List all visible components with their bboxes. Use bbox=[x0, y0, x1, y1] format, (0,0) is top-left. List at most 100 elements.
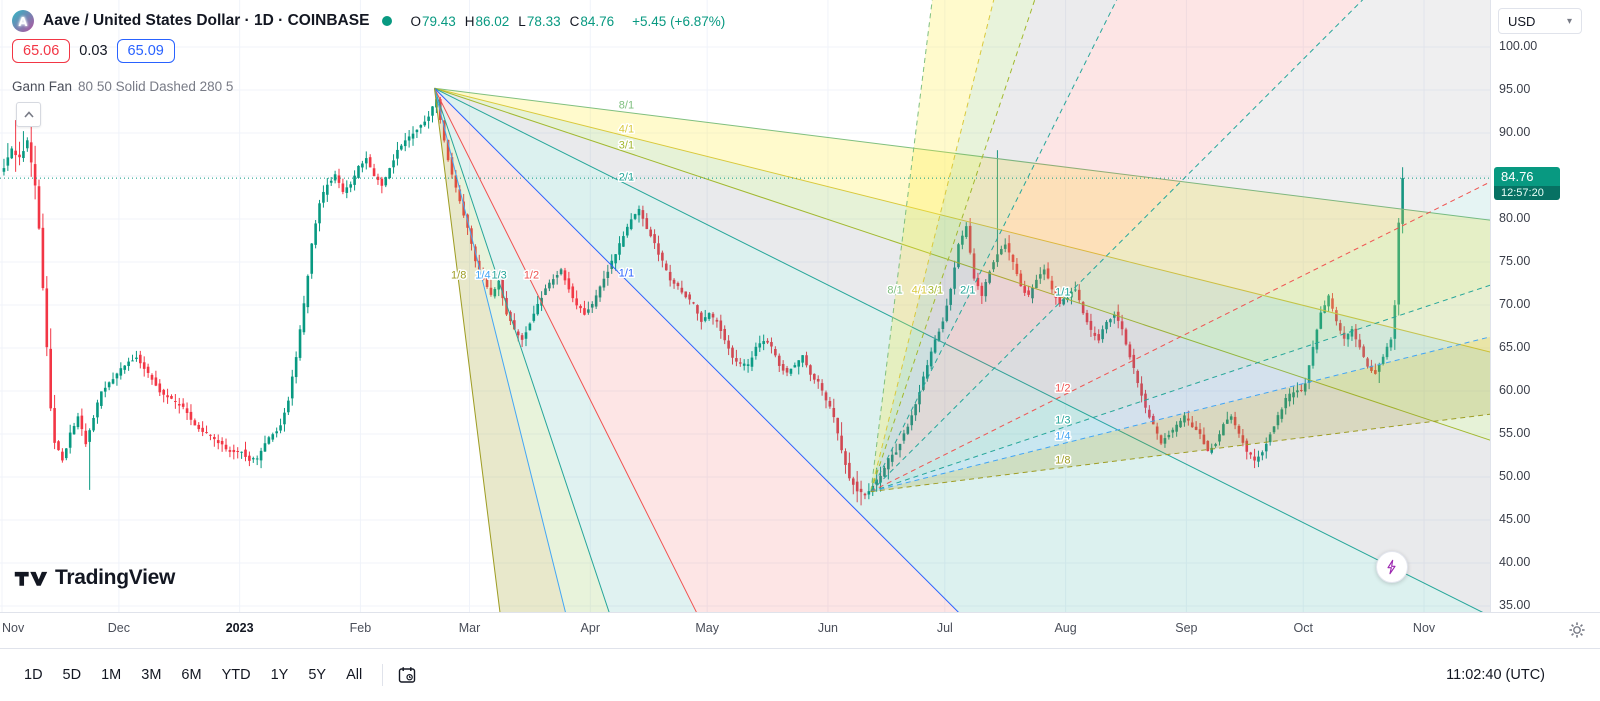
gann-label-1-2: 1/2 bbox=[1055, 383, 1070, 395]
grid-layer bbox=[0, 0, 1490, 612]
gann-line-1-2[interactable] bbox=[870, 0, 1490, 493]
gann-label-4-1: 4/1 bbox=[912, 285, 927, 297]
range-button-1y[interactable]: 1Y bbox=[261, 661, 299, 689]
gann-line-1-1[interactable] bbox=[434, 87, 1490, 612]
last-price-badge: 84.76 12:57:20 bbox=[1494, 167, 1560, 201]
toolbar-divider bbox=[382, 664, 384, 686]
range-button-all[interactable]: All bbox=[336, 661, 372, 689]
collapse-panel-button[interactable] bbox=[16, 102, 41, 127]
time-tick-label: Mar bbox=[458, 621, 481, 635]
gann-label-8-1: 8/1 bbox=[619, 99, 634, 111]
symbol-header: A Aave / United States Dollar · 1D · COI… bbox=[12, 10, 725, 32]
last-price-value: 84.76 bbox=[1494, 167, 1560, 187]
range-button-1m[interactable]: 1M bbox=[91, 661, 131, 689]
gann-label-4-1: 4/1 bbox=[619, 123, 634, 135]
tradingview-logo[interactable]: TradingView bbox=[14, 566, 175, 590]
ohlc-key: C bbox=[569, 13, 580, 29]
change-value: +5.45 (+6.87%) bbox=[632, 13, 726, 29]
range-button-6m[interactable]: 6M bbox=[171, 661, 211, 689]
time-tick-label: May bbox=[695, 621, 719, 635]
gann-band bbox=[434, 88, 1490, 612]
price-tick-label: 65.00 bbox=[1499, 340, 1531, 354]
range-button-5y[interactable]: 5Y bbox=[298, 661, 336, 689]
chart-pane[interactable]: 8/1 4/1 3/1 2/1 1/1 1/2 1/3 1/4 1/8 8/1 4/1 3/1 2/1 1… bbox=[0, 0, 1490, 612]
range-buttons: 1D 5D 1M 3M 6M YTD 1Y 5Y All bbox=[14, 661, 372, 689]
price-tick-label: 60.00 bbox=[1499, 383, 1531, 397]
gann-label-1-1: 1/1 bbox=[1055, 287, 1070, 299]
gann-label-1-8: 1/8 bbox=[451, 269, 466, 281]
range-button-ytd[interactable]: YTD bbox=[212, 661, 261, 689]
time-tick-label: Apr bbox=[580, 621, 601, 635]
time-tick-label: Sep bbox=[1175, 621, 1198, 635]
ohlc-values: O 79.43 H 86.02 L 78.33 C 84.76 bbox=[401, 14, 614, 29]
price-tick-label: 45.00 bbox=[1499, 512, 1531, 526]
range-button-3m[interactable]: 3M bbox=[131, 661, 171, 689]
market-status-icon bbox=[382, 16, 393, 26]
gear-icon bbox=[1569, 622, 1585, 638]
price-tick-label: 95.00 bbox=[1499, 82, 1531, 96]
quick-trade-button[interactable] bbox=[1376, 551, 1408, 583]
gann-fan-feb[interactable]: 8/14/13/12/11/11/21/31/41/8 bbox=[433, 87, 1490, 612]
ohlc-key: H bbox=[464, 13, 475, 29]
drawing-legend-params: 80 50 Solid Dashed 280 5 bbox=[78, 79, 234, 94]
time-tick-label: Feb bbox=[349, 621, 372, 635]
time-tick-label: Aug bbox=[1054, 621, 1077, 635]
tool-price-low: 65.06 bbox=[12, 39, 71, 63]
gann-line-2-1[interactable] bbox=[434, 87, 1490, 612]
calendar-icon bbox=[398, 667, 416, 683]
tool-price-diff: 0.03 bbox=[79, 43, 108, 59]
axis-settings-button[interactable] bbox=[1568, 621, 1586, 644]
gann-label-1-4: 1/4 bbox=[1055, 431, 1070, 443]
ohlc-key: L bbox=[518, 13, 526, 29]
bar-countdown: 12:57:20 bbox=[1494, 186, 1560, 201]
gann-label-1-1: 1/1 bbox=[619, 267, 634, 279]
price-tick-label: 75.00 bbox=[1499, 254, 1531, 268]
price-tick-label: 100.00 bbox=[1499, 39, 1538, 53]
drawing-legend-name: Gann Fan bbox=[12, 79, 73, 94]
price-tick-label: 70.00 bbox=[1499, 297, 1531, 311]
ohlc-key: O bbox=[410, 13, 421, 29]
price-tick-label: 55.00 bbox=[1499, 426, 1531, 440]
gann-line-4-1[interactable] bbox=[434, 87, 1490, 612]
chevron-up-icon bbox=[23, 110, 34, 118]
gann-label-1-3: 1/3 bbox=[1055, 415, 1070, 427]
gann-line-8-1[interactable] bbox=[434, 87, 1490, 363]
lightning-icon bbox=[1387, 559, 1396, 575]
chevron-down-icon: ▾ bbox=[1566, 15, 1572, 27]
price-tick-label: 40.00 bbox=[1499, 555, 1531, 569]
ohlc-value: 78.33 bbox=[526, 13, 561, 29]
currency-selector[interactable]: USD ▾ bbox=[1498, 8, 1582, 34]
range-button-5d[interactable]: 5D bbox=[53, 661, 92, 689]
bottom-toolbar: 1D 5D 1M 3M 6M YTD 1Y 5Y All 11:02:40 (UTC) bbox=[0, 648, 1600, 701]
gann-line-1-8[interactable] bbox=[870, 217, 1490, 493]
tool-price-high: 65.09 bbox=[116, 39, 175, 63]
tradingview-logo-icon bbox=[14, 571, 48, 586]
range-button-1d[interactable]: 1D bbox=[14, 661, 53, 689]
price-tick-label: 35.00 bbox=[1499, 598, 1531, 612]
time-tick-label: 2023 bbox=[225, 621, 254, 635]
time-tick-label: Nov bbox=[1412, 621, 1436, 635]
server-clock[interactable]: 11:02:40 (UTC) bbox=[1446, 667, 1545, 683]
price-tick-label: 90.00 bbox=[1499, 125, 1531, 139]
go-to-date-button[interactable] bbox=[393, 661, 421, 689]
time-tick-label: Nov bbox=[2, 621, 25, 635]
tool-price-readout: 65.06 0.03 65.09 bbox=[12, 39, 175, 63]
ohlc-value: 86.02 bbox=[475, 13, 510, 29]
price-axis[interactable]: USD ▾ 84.76 12:57:20 100.00 95.00 90.00 80.… bbox=[1490, 0, 1600, 612]
gann-line-3-1[interactable] bbox=[434, 87, 1490, 612]
gann-label-1-3: 1/3 bbox=[491, 269, 506, 281]
time-tick-label: Jun bbox=[817, 621, 839, 635]
gann-fan-jun[interactable]: 8/1 4/1 3/1 2/1 1/1 1/2 1/3 1/4 1/8 bbox=[870, 0, 1490, 493]
chart-canvas[interactable]: 8/14/13/12/11/11/21/31/41/88/1 4/1 3/1 2/1 1… bbox=[0, 0, 1490, 612]
gann-label-1-8: 1/8 bbox=[1055, 455, 1070, 467]
gann-label-3-1: 3/1 bbox=[619, 139, 634, 151]
gann-label-3-1: 3/1 bbox=[928, 285, 943, 297]
gann-label-1-4: 1/4 bbox=[475, 269, 490, 281]
ohlc-value: 79.43 bbox=[421, 13, 456, 29]
time-axis[interactable]: Nov Dec 2023 Feb Mar Apr May Jun Jul Aug Sep Oct Nov bbox=[0, 612, 1600, 648]
symbol-title[interactable]: Aave / United States Dollar · 1D · COINB… bbox=[43, 12, 370, 29]
gann-band bbox=[870, 0, 1490, 492]
price-tick-label: 50.00 bbox=[1499, 469, 1531, 483]
time-tick-label: Dec bbox=[107, 621, 130, 635]
